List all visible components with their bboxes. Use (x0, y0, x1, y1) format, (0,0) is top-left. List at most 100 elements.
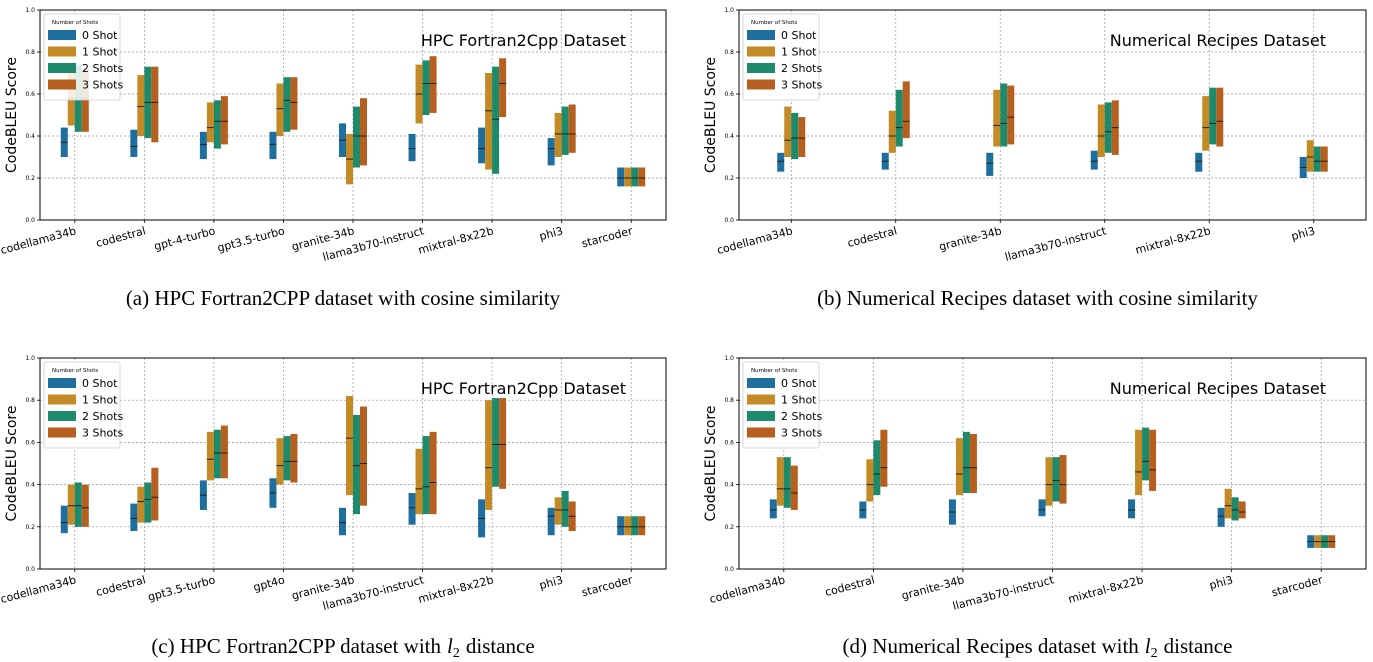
range-bar-1-shot (1045, 457, 1053, 506)
legend-swatch (48, 378, 76, 388)
range-bar-2-shots (561, 490, 569, 527)
range-bar-3-shots (638, 516, 646, 536)
legend-label: 2 Shots (82, 410, 123, 423)
range-bar-1-shot (1202, 96, 1210, 151)
range-bar-0-shot (547, 138, 555, 166)
range-bar-3-shots (880, 429, 888, 487)
legend-label: 0 Shot (82, 29, 118, 42)
y-tick-label: 0.0 (724, 217, 734, 224)
legend-swatch (48, 79, 76, 90)
range-bar-3-shots (499, 398, 507, 489)
range-bar-3-shots (1238, 501, 1246, 519)
x-tick-label: starcoder (1270, 573, 1324, 599)
legend-swatch (747, 46, 775, 57)
y-tick-label: 0.6 (724, 91, 734, 98)
range-bar-0-shot (617, 167, 625, 187)
range-bar-3-shots (290, 77, 298, 130)
legend-swatch (747, 30, 775, 40)
caption-text: (d) Numerical Recipes dataset with (843, 634, 1140, 658)
chart-title: HPC Fortran2Cpp Dataset (421, 31, 626, 50)
range-bar-1-shot (866, 459, 874, 502)
range-bar-1-shot (888, 110, 896, 153)
range-bar-3-shots (568, 104, 576, 153)
range-bar-1-shot (276, 438, 284, 485)
legend-label: 2 Shots (82, 62, 123, 75)
range-bar-3-shots (151, 467, 159, 521)
legend-label: 0 Shot (82, 377, 118, 390)
range-bar-2-shots (422, 60, 430, 115)
range-bar-0-shot (547, 507, 555, 536)
range-bar-1-shot (1135, 429, 1143, 496)
range-bar-1-shot (776, 457, 784, 506)
range-bar-1-shot (1224, 488, 1232, 519)
range-bar-2-shots (1142, 427, 1150, 481)
range-bar-2-shots (1231, 497, 1239, 521)
legend-label: 2 Shots (781, 62, 822, 75)
y-tick-label: 0.6 (724, 439, 734, 446)
legend-swatch (48, 46, 76, 57)
x-tick-label: mixtral-8x22b (1134, 224, 1212, 257)
y-tick-label: 0.6 (25, 439, 35, 446)
y-tick-label: 0.8 (724, 49, 734, 56)
range-bar-3-shots (1007, 85, 1015, 145)
y-tick-label: 0.4 (25, 482, 35, 489)
chart-title: Numerical Recipes Dataset (1110, 379, 1326, 398)
range-bar-3-shots (151, 66, 159, 143)
x-tick-label: starcoder (580, 573, 634, 599)
range-bar-1-shot (137, 75, 145, 136)
y-tick-label: 0.0 (724, 566, 734, 573)
range-bar-1-shot (554, 497, 562, 525)
range-bar-0-shot (130, 503, 138, 532)
legend-title: Number of Shots (751, 368, 797, 374)
range-bar-0-shot (130, 129, 138, 157)
legend: Number of Shots 0 Shot 1 Shot 2 Shots 3 Shot… (742, 13, 822, 101)
x-tick-label: mixtral-8x22b (417, 224, 495, 257)
figure-caption: (d) Numerical Recipes dataset with l2 dist… (843, 634, 1233, 661)
y-tick-label: 0.6 (25, 91, 35, 98)
y-tick-label: 0.2 (724, 524, 734, 531)
range-bar-3-shots (1059, 455, 1067, 504)
range-bar-2-shots (213, 100, 221, 149)
range-bar-1-shot (624, 167, 632, 187)
range-bar-2-shots (1052, 457, 1060, 502)
caption-text: (a) HPC Fortran2CPP dataset with cosine … (126, 286, 561, 310)
x-tick-label: starcoder (580, 224, 634, 250)
x-tick-label: gpt3.5-turbo (216, 224, 287, 255)
range-bar-3-shots (499, 58, 507, 118)
range-bar-1-shot (137, 486, 145, 523)
range-bar-2-shots (895, 89, 903, 147)
range-bar-3-shots (1320, 146, 1328, 172)
range-bar-0-shot (1128, 499, 1136, 519)
y-tick-label: 0.8 (25, 49, 35, 56)
y-tick-label: 0.2 (25, 175, 35, 182)
legend-title: Number of Shots (52, 20, 98, 26)
chart-title: HPC Fortran2Cpp Dataset (421, 379, 626, 398)
legend-label: 3 Shots (781, 79, 822, 92)
range-bar-3-shots (1216, 87, 1224, 147)
range-bar-3-shots (360, 98, 367, 166)
caption-end: distance (1164, 634, 1233, 658)
x-tick-label: mixtral-8x22b (1067, 573, 1145, 606)
range-bar-2-shots (144, 482, 152, 523)
range-bar-1-shot (784, 106, 792, 157)
range-bar-0-shot (269, 131, 277, 160)
y-tick-label: 1.0 (724, 7, 734, 14)
x-tick-label: codellama34b (0, 224, 78, 257)
x-tick-label: llama3b70-instruct (951, 573, 1056, 613)
range-bar-0-shot (199, 131, 207, 160)
legend-label: 2 Shots (781, 410, 822, 423)
range-bar-3-shots (220, 96, 228, 145)
chart-title: Numerical Recipes Dataset (1110, 31, 1326, 50)
legend-swatch (747, 79, 775, 90)
range-bar-0-shot (1195, 152, 1203, 172)
range-bar-2-shots (74, 482, 82, 527)
range-bar-2-shots (422, 436, 430, 515)
range-bar-3-shots (429, 431, 437, 515)
range-bar-2-shots (1209, 87, 1217, 145)
figure-caption: (b) Numerical Recipes dataset with cosin… (817, 286, 1258, 310)
legend-label: 1 Shot (82, 46, 118, 59)
x-tick-label: phi3 (538, 573, 565, 592)
range-bar-3-shots (1149, 429, 1157, 491)
